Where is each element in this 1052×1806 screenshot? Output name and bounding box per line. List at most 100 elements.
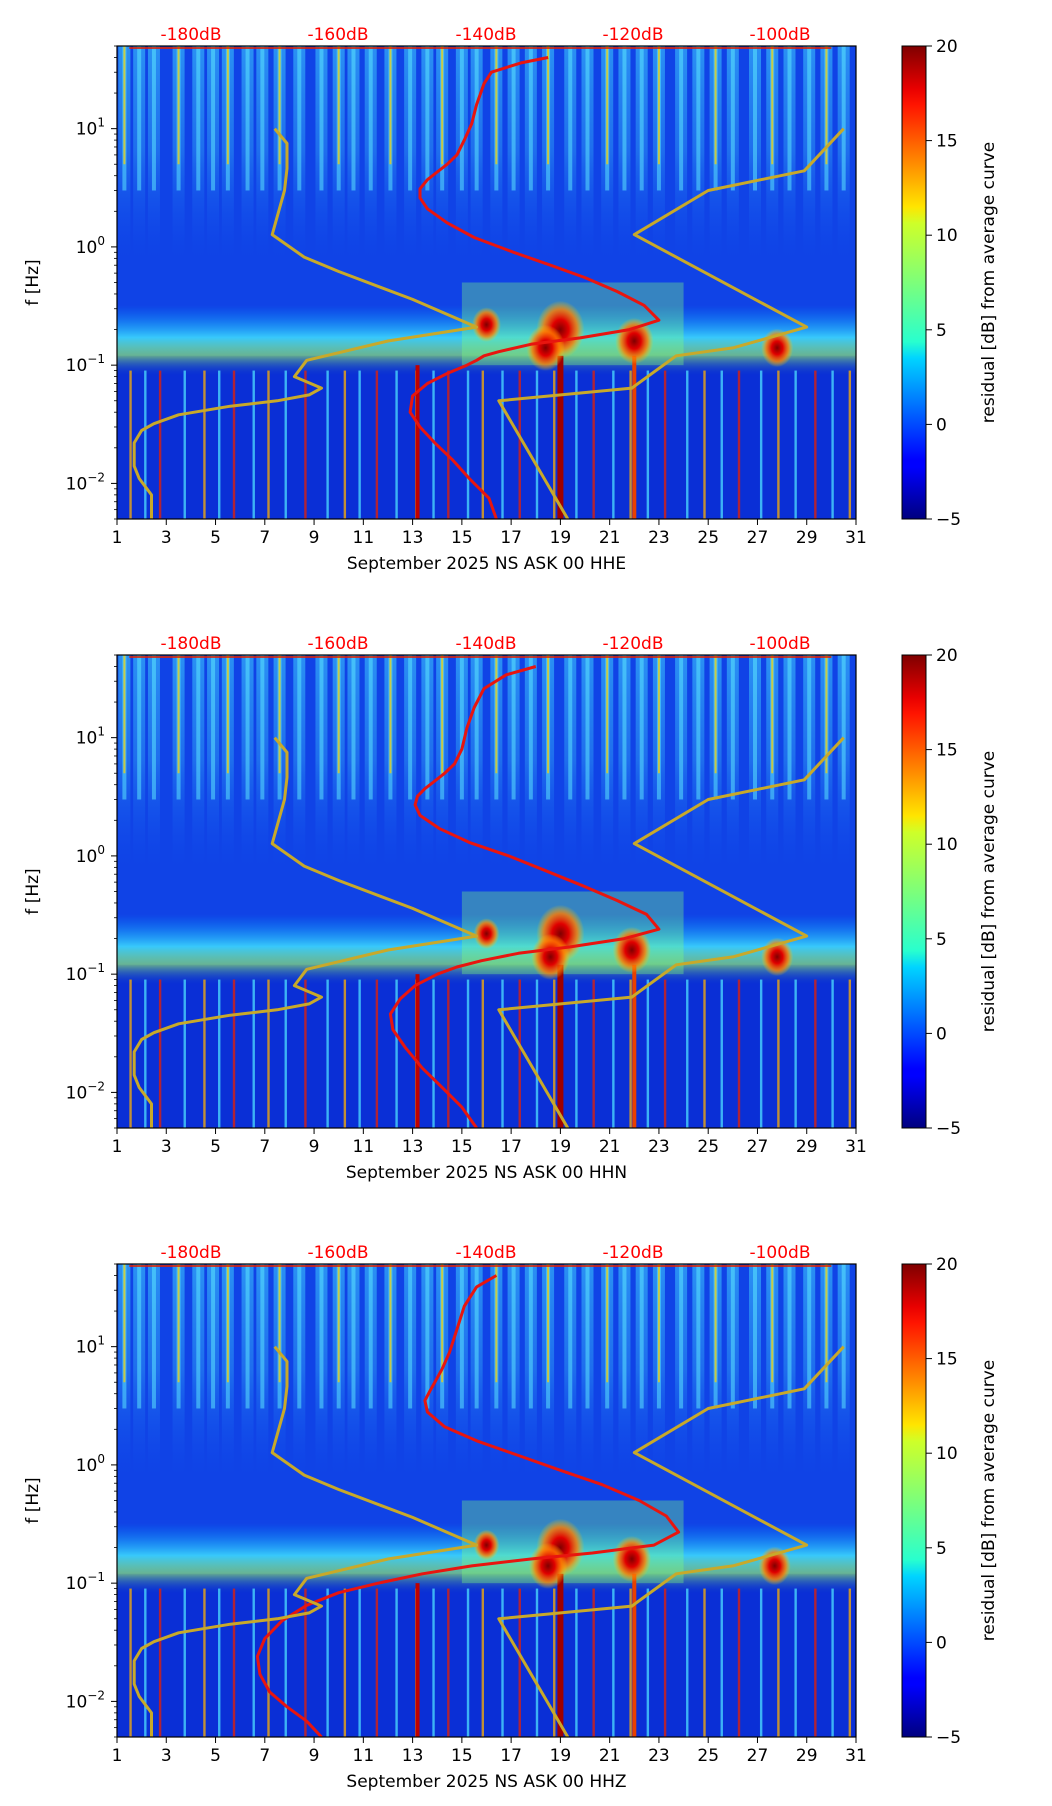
- low-frequency-streak: [575, 370, 578, 519]
- day-noise-core: [260, 655, 265, 800]
- low-frequency-streak: [501, 979, 504, 1128]
- low-frequency-streak: [612, 370, 615, 519]
- low-frequency-streak: [326, 979, 329, 1128]
- y-tick-base: 10: [76, 1456, 98, 1476]
- top-db-label: -120dB: [602, 1243, 663, 1263]
- low-frequency-streak: [343, 370, 347, 519]
- day-noise-spike: [278, 655, 281, 774]
- low-frequency-streak: [144, 1588, 147, 1737]
- low-frequency-streak: [252, 979, 255, 1128]
- low-frequency-streak: [831, 1588, 834, 1737]
- low-frequency-streak: [663, 979, 667, 1128]
- day-noise-core: [787, 1264, 792, 1409]
- top-db-label: -160dB: [307, 25, 368, 45]
- x-tick-label: 27: [747, 1137, 769, 1157]
- low-frequency-streak: [304, 979, 307, 1128]
- y-tick-base: 10: [66, 965, 88, 985]
- day-noise-spike: [657, 655, 660, 774]
- low-frequency-streak: [466, 370, 470, 519]
- x-tick-label: 11: [353, 1746, 375, 1766]
- x-tick-label: 9: [309, 1137, 320, 1157]
- low-frequency-streak: [183, 979, 186, 1128]
- low-frequency-streak: [375, 1588, 379, 1737]
- day-noise-core: [245, 46, 250, 191]
- day-noise-spike: [389, 655, 392, 774]
- x-tick-label: 21: [599, 1137, 621, 1157]
- low-frequency-streak: [848, 979, 852, 1128]
- day-noise-core: [474, 1264, 479, 1409]
- y-tick-label: 101: [76, 1334, 105, 1358]
- low-frequency-streak: [686, 1588, 689, 1737]
- low-frequency-streak: [218, 1588, 221, 1737]
- y-axis-label: f [Hz]: [23, 868, 43, 914]
- day-noise-core: [696, 655, 701, 800]
- hotspot-peak: [473, 918, 500, 950]
- low-frequency-streak: [737, 1588, 741, 1737]
- colorbar-tick-label: 20: [936, 37, 958, 57]
- day-noise-core: [245, 1264, 250, 1409]
- low-frequency-streak: [232, 1588, 236, 1737]
- day-noise-core: [568, 46, 573, 191]
- day-noise-spike: [495, 655, 498, 774]
- day-noise-core: [151, 46, 156, 191]
- low-frequency-streak: [553, 1588, 556, 1737]
- day-noise-core: [260, 46, 265, 191]
- colorbar-label: residual [dB] from average curve: [979, 751, 999, 1032]
- x-tick-label: 11: [353, 528, 375, 548]
- day-noise-core: [679, 46, 684, 191]
- day-noise-core: [151, 655, 156, 800]
- low-frequency-streak: [284, 1588, 287, 1737]
- day-noise-core: [319, 1264, 324, 1409]
- day-noise-core: [585, 655, 590, 800]
- day-noise-spike: [495, 46, 498, 165]
- low-frequency-streak: [158, 370, 162, 519]
- spectrogram-panel-2: 1 3 5 7 9 11 13 15 17 19 21 23 25 27 29 3110110010−110−…: [23, 634, 999, 1183]
- day-noise-spike: [226, 46, 229, 165]
- low-frequency-streak: [358, 370, 361, 519]
- x-tick-label: 5: [210, 528, 221, 548]
- low-frequency-streak: [535, 1588, 539, 1737]
- low-frequency-streak: [629, 1588, 632, 1737]
- day-noise-core: [351, 46, 356, 191]
- noise-model-curve: [497, 736, 845, 1128]
- x-tick-label: 25: [697, 1746, 719, 1766]
- day-noise-spike: [771, 1264, 774, 1383]
- day-noise-core: [696, 1264, 701, 1409]
- day-noise-spike: [495, 1264, 498, 1383]
- colorbar: [901, 45, 927, 520]
- low-frequency-streak: [129, 1588, 132, 1737]
- day-noise-core: [351, 655, 356, 800]
- day-noise-core: [297, 46, 302, 191]
- x-axis-label: September 2025 NS ASK 00 HHN: [346, 1163, 627, 1183]
- day-noise-core: [807, 655, 812, 800]
- day-noise-core: [807, 46, 812, 191]
- x-tick-label: 13: [402, 1746, 424, 1766]
- low-frequency-streak: [759, 979, 763, 1128]
- day-noise-core: [511, 655, 516, 800]
- day-noise-core: [474, 46, 479, 191]
- y-tick-label: 101: [76, 116, 105, 140]
- top-db-label: -180dB: [160, 634, 221, 654]
- hotspot-peak: [531, 933, 570, 980]
- day-noise-core: [196, 1264, 201, 1409]
- day-noise-core: [528, 1264, 533, 1409]
- low-frequency-streak: [432, 1588, 435, 1737]
- low-frequency-streak: [553, 979, 556, 1128]
- day-noise-spike: [771, 655, 774, 774]
- y-tick-base: 10: [66, 1083, 88, 1103]
- day-noise-core: [408, 46, 413, 191]
- low-frequency-streak: [326, 1588, 329, 1737]
- x-tick-label: 17: [500, 1746, 522, 1766]
- low-frequency-streak: [158, 1588, 162, 1737]
- day-noise-spike: [825, 46, 828, 165]
- y-tick-base: 10: [76, 729, 98, 749]
- day-noise-spike: [441, 46, 444, 165]
- day-noise-core: [568, 1264, 573, 1409]
- low-frequency-streak: [203, 1588, 206, 1737]
- day-noise-spike: [177, 655, 180, 774]
- x-tick-label: 15: [451, 528, 473, 548]
- day-noise-core: [639, 1264, 644, 1409]
- event-streak: [557, 1573, 564, 1737]
- low-frequency-streak: [481, 979, 485, 1128]
